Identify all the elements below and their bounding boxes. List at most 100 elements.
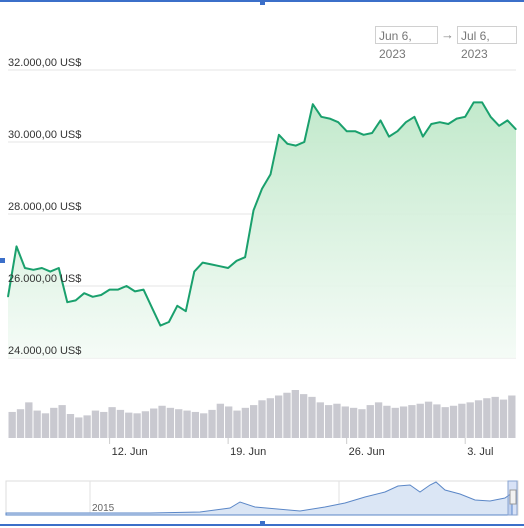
price-point	[7, 296, 9, 298]
navigator-handle-icon[interactable]	[509, 489, 517, 505]
price-point	[473, 101, 475, 103]
price-point	[346, 130, 348, 132]
volume-bar	[116, 409, 125, 438]
volume-bar	[366, 405, 374, 438]
price-point	[219, 265, 221, 267]
price-point	[125, 285, 128, 287]
volume-bar	[391, 407, 399, 438]
volume-bar	[250, 405, 258, 438]
range-start-input[interactable]: Jun 6, 2023	[375, 26, 438, 61]
volume-bar	[91, 410, 100, 438]
price-point	[202, 262, 204, 264]
volume-bar	[41, 413, 50, 438]
price-point	[320, 116, 322, 118]
volume-bar	[274, 395, 283, 438]
volume-bar	[291, 390, 299, 438]
volume-bar	[374, 402, 383, 438]
resize-handle-bottom[interactable]	[260, 521, 265, 526]
price-point	[168, 321, 170, 323]
price-point	[498, 125, 500, 127]
volume-bar	[100, 411, 108, 438]
volume-bar	[233, 410, 241, 438]
volume-bar	[466, 402, 474, 438]
volume-bar	[283, 392, 291, 438]
price-point	[92, 296, 94, 298]
x-tick-label: 12. Jun	[112, 446, 148, 458]
volume-bar	[125, 412, 133, 438]
price-point	[312, 103, 314, 105]
volume-bar	[8, 411, 16, 438]
y-axis-labels: 32.000,00 US$ 30.000,00 US$ 28.000,00 US$ 2…	[8, 57, 81, 357]
price-point	[303, 141, 305, 143]
volume-bar	[416, 403, 424, 438]
volume-bar	[383, 405, 391, 438]
y-tick-label: 30.000,00 US$	[8, 129, 81, 141]
volume-bar	[216, 403, 225, 438]
volume-bar	[449, 405, 458, 438]
y-tick-label: 26.000,00 US$	[8, 273, 81, 285]
price-point	[252, 209, 255, 211]
price-point	[32, 269, 35, 271]
price-point	[75, 299, 77, 301]
price-point	[278, 134, 280, 136]
volume-bar	[108, 407, 116, 438]
navigator-year-label: 2015	[92, 503, 115, 514]
price-point	[24, 267, 26, 269]
resize-handle-left[interactable]	[0, 258, 5, 263]
volume-bar	[266, 398, 274, 438]
price-point	[447, 123, 449, 125]
y-tick-label: 32.000,00 US$	[8, 57, 81, 69]
price-point	[244, 256, 246, 258]
price-point	[388, 136, 390, 138]
price-point	[49, 271, 51, 273]
price-area-fill	[8, 102, 516, 359]
price-point	[456, 118, 458, 120]
price-point	[151, 307, 153, 309]
price-point	[227, 267, 229, 269]
price-point	[134, 290, 136, 292]
navigator[interactable]: 20152020	[5, 480, 519, 516]
price-point	[515, 128, 517, 130]
volume-bar	[258, 400, 266, 438]
price-point	[396, 130, 399, 132]
volume-bar	[200, 413, 208, 438]
price-area	[7, 101, 517, 359]
price-point	[109, 289, 111, 291]
price-point	[117, 289, 119, 291]
volume-bar	[225, 406, 233, 438]
price-point	[422, 136, 424, 138]
x-tick-label: 26. Jun	[349, 446, 385, 458]
price-point	[142, 289, 145, 291]
volume-bar	[349, 407, 358, 438]
price-point	[261, 188, 263, 190]
x-tick-label: 19. Jun	[230, 446, 266, 458]
range-end-input[interactable]: Jul 6, 2023	[457, 26, 517, 61]
volume-bar	[499, 399, 508, 438]
volume-bar	[141, 411, 150, 438]
price-point	[430, 123, 432, 125]
volume-bar	[358, 409, 366, 438]
price-point	[379, 119, 382, 121]
resize-handle-top[interactable]	[260, 0, 265, 5]
price-point	[15, 245, 18, 247]
volume-bars	[8, 390, 516, 438]
price-point	[83, 292, 85, 294]
volume-bar	[83, 415, 91, 438]
x-tick-label: 3. Jul	[467, 446, 493, 458]
price-point	[100, 294, 102, 296]
volume-bar	[399, 406, 408, 438]
volume-bar	[316, 402, 324, 438]
price-point	[159, 325, 161, 327]
volume-bar	[441, 407, 449, 438]
volume-bar	[483, 398, 491, 438]
price-point	[41, 267, 43, 269]
volume-bar	[191, 411, 200, 438]
volume-bar	[25, 402, 33, 438]
price-point	[295, 145, 297, 147]
volume-bar	[66, 414, 75, 438]
volume-bar	[308, 396, 316, 438]
volume-bar	[133, 413, 141, 438]
x-axis-labels: 12. Jun 19. Jun 26. Jun 3. Jul	[109, 438, 493, 458]
volume-bar	[458, 403, 466, 438]
